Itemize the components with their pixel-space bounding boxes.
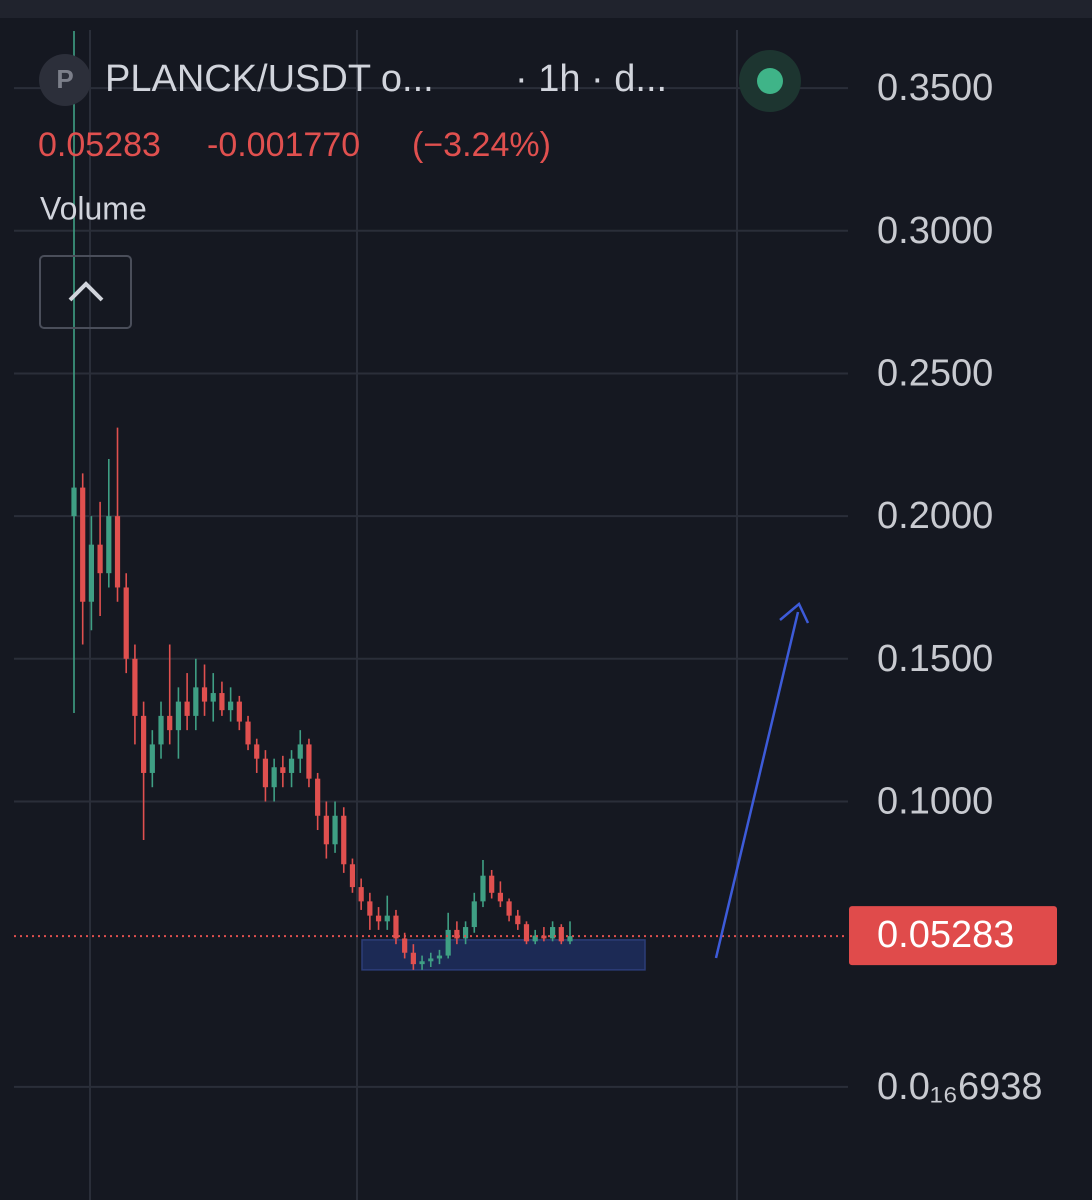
candle-body <box>149 744 155 773</box>
candle-body <box>410 952 416 965</box>
price-layer: 0.05283 <box>14 906 1057 966</box>
candle-body <box>262 758 269 788</box>
candle-body <box>367 901 373 916</box>
candle-body <box>271 767 277 788</box>
candle-body <box>167 715 173 731</box>
candle-body <box>132 658 138 716</box>
candle-body <box>106 516 112 574</box>
logo <box>39 54 91 106</box>
candle-body <box>210 693 216 702</box>
support-zone <box>361 939 646 971</box>
collapse-button[interactable] <box>39 255 132 329</box>
chevron-icon <box>68 281 104 302</box>
candle-body <box>419 961 425 965</box>
candle-layer <box>71 31 573 970</box>
candle-body <box>428 958 434 962</box>
candle-body <box>384 915 390 922</box>
y-tick-label: 0.0₁₆6938 <box>877 1066 1043 1108</box>
candle-body <box>175 701 182 731</box>
candle-body <box>306 744 312 779</box>
candle-body <box>471 901 477 928</box>
grid-layer: 0.3500 0.3000 0.2500 0.2000 0.1500 0.1000 0.0₁… <box>14 67 1043 1108</box>
logo-letter: P <box>56 64 73 94</box>
candle-body <box>402 938 408 953</box>
candle-body <box>489 875 495 893</box>
candle-body <box>315 778 321 816</box>
candle-body <box>219 693 225 711</box>
candle-body <box>393 915 399 939</box>
candle-body <box>375 915 382 922</box>
y-tick-label: 0.1500 <box>877 638 993 680</box>
candle-body <box>288 758 295 773</box>
candle-body <box>445 929 451 956</box>
candle-body <box>193 687 199 716</box>
candle-body <box>332 815 338 845</box>
candle-body <box>549 927 556 939</box>
candle-body <box>558 927 564 942</box>
candle-body <box>532 935 538 942</box>
candle-body <box>184 701 190 716</box>
candle-body <box>506 901 512 916</box>
drawn-arrow <box>714 611 800 959</box>
candle-body <box>97 544 103 574</box>
candle-body <box>497 892 503 902</box>
candle-body <box>114 516 121 588</box>
zone-layer <box>361 939 646 971</box>
candle-body <box>158 715 164 745</box>
header-change-pct: (−3.24%) <box>412 126 551 164</box>
candle-body <box>280 767 286 773</box>
candle-body <box>123 587 129 659</box>
top-bar <box>0 0 1092 18</box>
candle-body <box>88 544 95 602</box>
candle-body <box>228 701 234 711</box>
volume-label: Volume <box>40 190 147 226</box>
candle-body <box>323 815 329 845</box>
candle-body <box>358 887 364 902</box>
candle-body <box>454 929 460 939</box>
y-tick-label: 0.1000 <box>877 781 993 823</box>
header-change: -0.001770 <box>207 126 360 164</box>
y-tick-label: 0.3000 <box>877 210 993 252</box>
symbol[interactable]: PLANCK/USDT o... <box>105 58 434 100</box>
y-tick-label: 0.3500 <box>877 67 993 109</box>
drawn-arrow-head <box>779 601 810 624</box>
candle-body <box>141 715 147 773</box>
candle-body <box>80 487 86 602</box>
candle-body <box>341 815 347 865</box>
header-price: 0.05283 <box>38 126 161 164</box>
candle-body <box>515 915 521 925</box>
candle-body <box>480 875 486 902</box>
candle-body <box>236 701 242 722</box>
last-price-label: 0.05283 <box>877 914 1014 956</box>
candle-body <box>297 744 303 759</box>
candle-body <box>567 936 573 942</box>
candle-body <box>462 927 469 939</box>
y-tick-label: 0.2500 <box>877 352 993 394</box>
candle-body <box>523 924 530 942</box>
candle-body <box>436 955 443 959</box>
candle-body <box>254 744 260 759</box>
candle-body <box>245 721 251 745</box>
candle-body <box>71 487 77 517</box>
candle-body <box>349 864 356 888</box>
y-tick-label: 0.2000 <box>877 495 993 537</box>
candle-body <box>201 687 208 702</box>
status-dot <box>757 68 783 94</box>
last-price-box <box>849 906 1057 966</box>
interval[interactable]: · 1h · d... <box>515 58 667 100</box>
